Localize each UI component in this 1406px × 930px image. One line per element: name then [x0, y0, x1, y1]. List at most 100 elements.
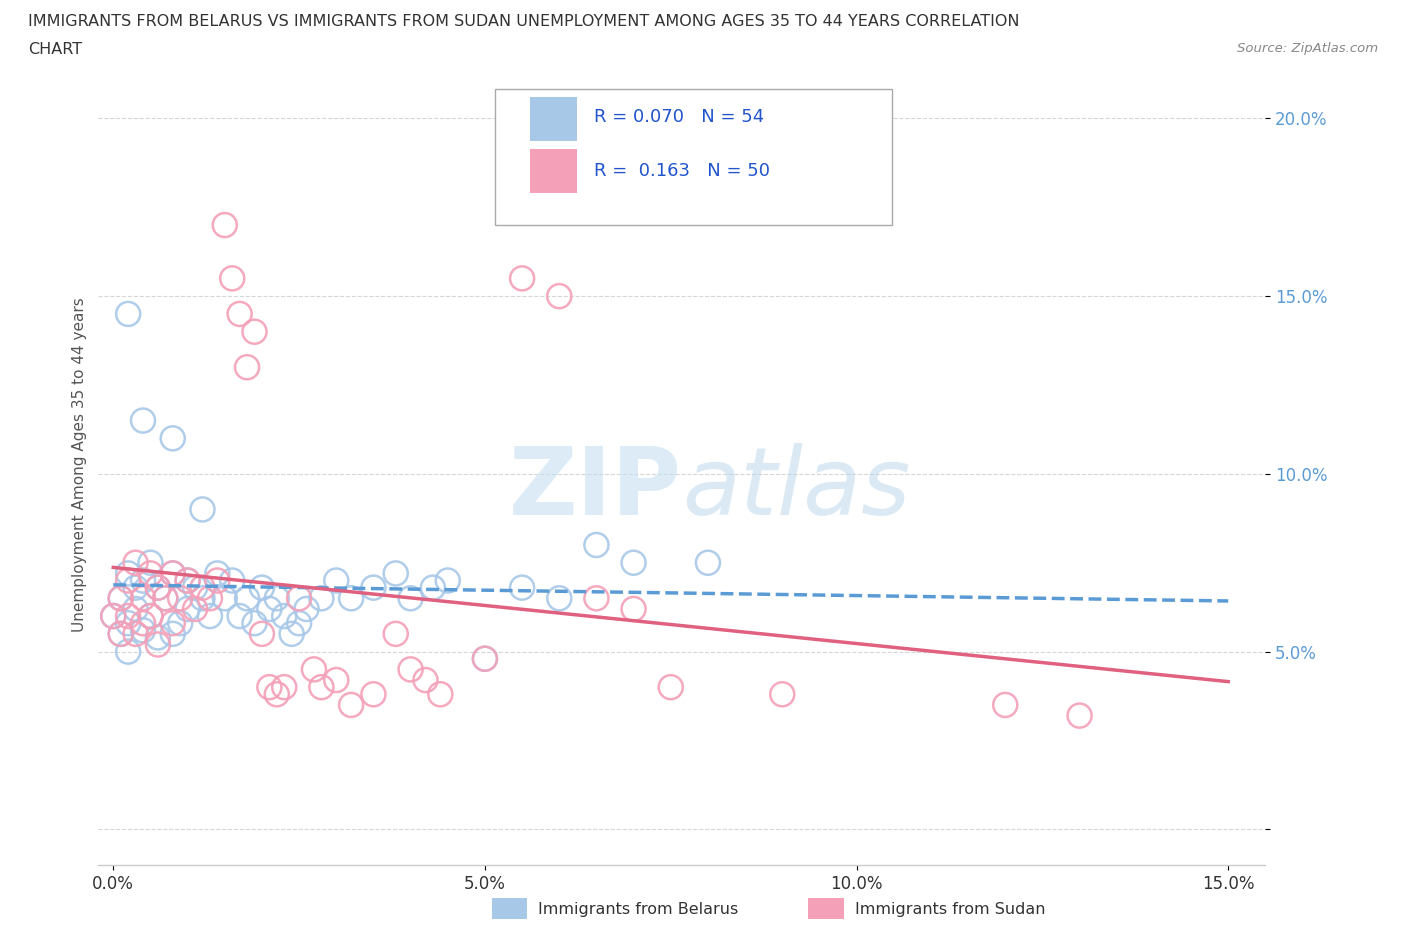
Bar — [530, 149, 576, 193]
Point — [273, 608, 295, 623]
Point — [548, 288, 571, 303]
Point — [162, 566, 184, 581]
Point — [132, 573, 155, 588]
Point — [103, 608, 125, 623]
Point — [139, 566, 162, 581]
Bar — [530, 97, 576, 141]
Point — [139, 608, 162, 623]
Point — [384, 627, 406, 642]
Point — [176, 573, 198, 588]
Point — [325, 672, 347, 687]
Point — [436, 573, 458, 588]
Point — [474, 651, 496, 666]
Point — [162, 616, 184, 631]
Text: R =  0.163   N = 50: R = 0.163 N = 50 — [595, 162, 770, 179]
Point — [623, 555, 645, 570]
Point — [132, 623, 155, 638]
Point — [295, 602, 318, 617]
Point — [103, 608, 125, 623]
Point — [124, 555, 146, 570]
Point — [623, 602, 645, 617]
Point — [302, 662, 325, 677]
Point — [340, 698, 363, 712]
Point — [280, 627, 302, 642]
Point — [176, 602, 198, 617]
Text: atlas: atlas — [682, 444, 910, 535]
Point — [384, 566, 406, 581]
Point — [259, 602, 281, 617]
Point — [250, 580, 273, 595]
Point — [1069, 708, 1091, 723]
Point — [399, 662, 422, 677]
Point — [176, 573, 198, 588]
Point — [259, 680, 281, 695]
Point — [221, 271, 243, 286]
Point — [548, 591, 571, 605]
Point — [132, 591, 155, 605]
Point — [474, 651, 496, 666]
Point — [214, 218, 236, 232]
Point — [184, 602, 207, 617]
Point — [510, 580, 533, 595]
Text: R = 0.070   N = 54: R = 0.070 N = 54 — [595, 108, 765, 126]
Point — [510, 271, 533, 286]
Text: CHART: CHART — [28, 42, 82, 57]
Point — [117, 608, 139, 623]
Point — [236, 360, 259, 375]
Point — [110, 627, 132, 642]
Text: ZIP: ZIP — [509, 443, 682, 535]
Point — [124, 627, 146, 642]
Point — [415, 672, 437, 687]
Point — [288, 591, 311, 605]
Point — [363, 687, 385, 702]
Point — [162, 566, 184, 581]
Point — [162, 627, 184, 642]
Point — [228, 307, 250, 322]
Point — [429, 687, 451, 702]
Point — [585, 538, 607, 552]
Point — [117, 616, 139, 631]
Point — [311, 680, 333, 695]
Point — [132, 413, 155, 428]
Text: Immigrants from Sudan: Immigrants from Sudan — [855, 902, 1045, 917]
Point — [198, 591, 221, 605]
Point — [155, 591, 177, 605]
Point — [162, 431, 184, 445]
Point — [117, 644, 139, 659]
Point — [132, 616, 155, 631]
Point — [124, 602, 146, 617]
Point — [250, 627, 273, 642]
Point — [221, 573, 243, 588]
Point — [146, 630, 169, 644]
Point — [266, 591, 288, 605]
Point — [585, 591, 607, 605]
Point — [191, 502, 214, 517]
Point — [110, 591, 132, 605]
Point — [770, 687, 793, 702]
Point — [191, 591, 214, 605]
Point — [214, 591, 236, 605]
Point — [155, 591, 177, 605]
Text: Source: ZipAtlas.com: Source: ZipAtlas.com — [1237, 42, 1378, 55]
Point — [422, 580, 444, 595]
Text: IMMIGRANTS FROM BELARUS VS IMMIGRANTS FROM SUDAN UNEMPLOYMENT AMONG AGES 35 TO 4: IMMIGRANTS FROM BELARUS VS IMMIGRANTS FR… — [28, 14, 1019, 29]
Point — [198, 608, 221, 623]
Y-axis label: Unemployment Among Ages 35 to 44 years: Unemployment Among Ages 35 to 44 years — [72, 298, 87, 632]
Point — [117, 566, 139, 581]
Point — [243, 325, 266, 339]
Point — [110, 627, 132, 642]
Point — [697, 555, 720, 570]
Point — [243, 616, 266, 631]
Point — [117, 307, 139, 322]
Point — [146, 637, 169, 652]
Point — [325, 573, 347, 588]
Point — [273, 680, 295, 695]
Point — [124, 580, 146, 595]
Point — [659, 680, 682, 695]
Point — [169, 616, 191, 631]
Point — [266, 687, 288, 702]
Point — [110, 591, 132, 605]
Point — [228, 608, 250, 623]
Point — [363, 580, 385, 595]
Point — [311, 591, 333, 605]
